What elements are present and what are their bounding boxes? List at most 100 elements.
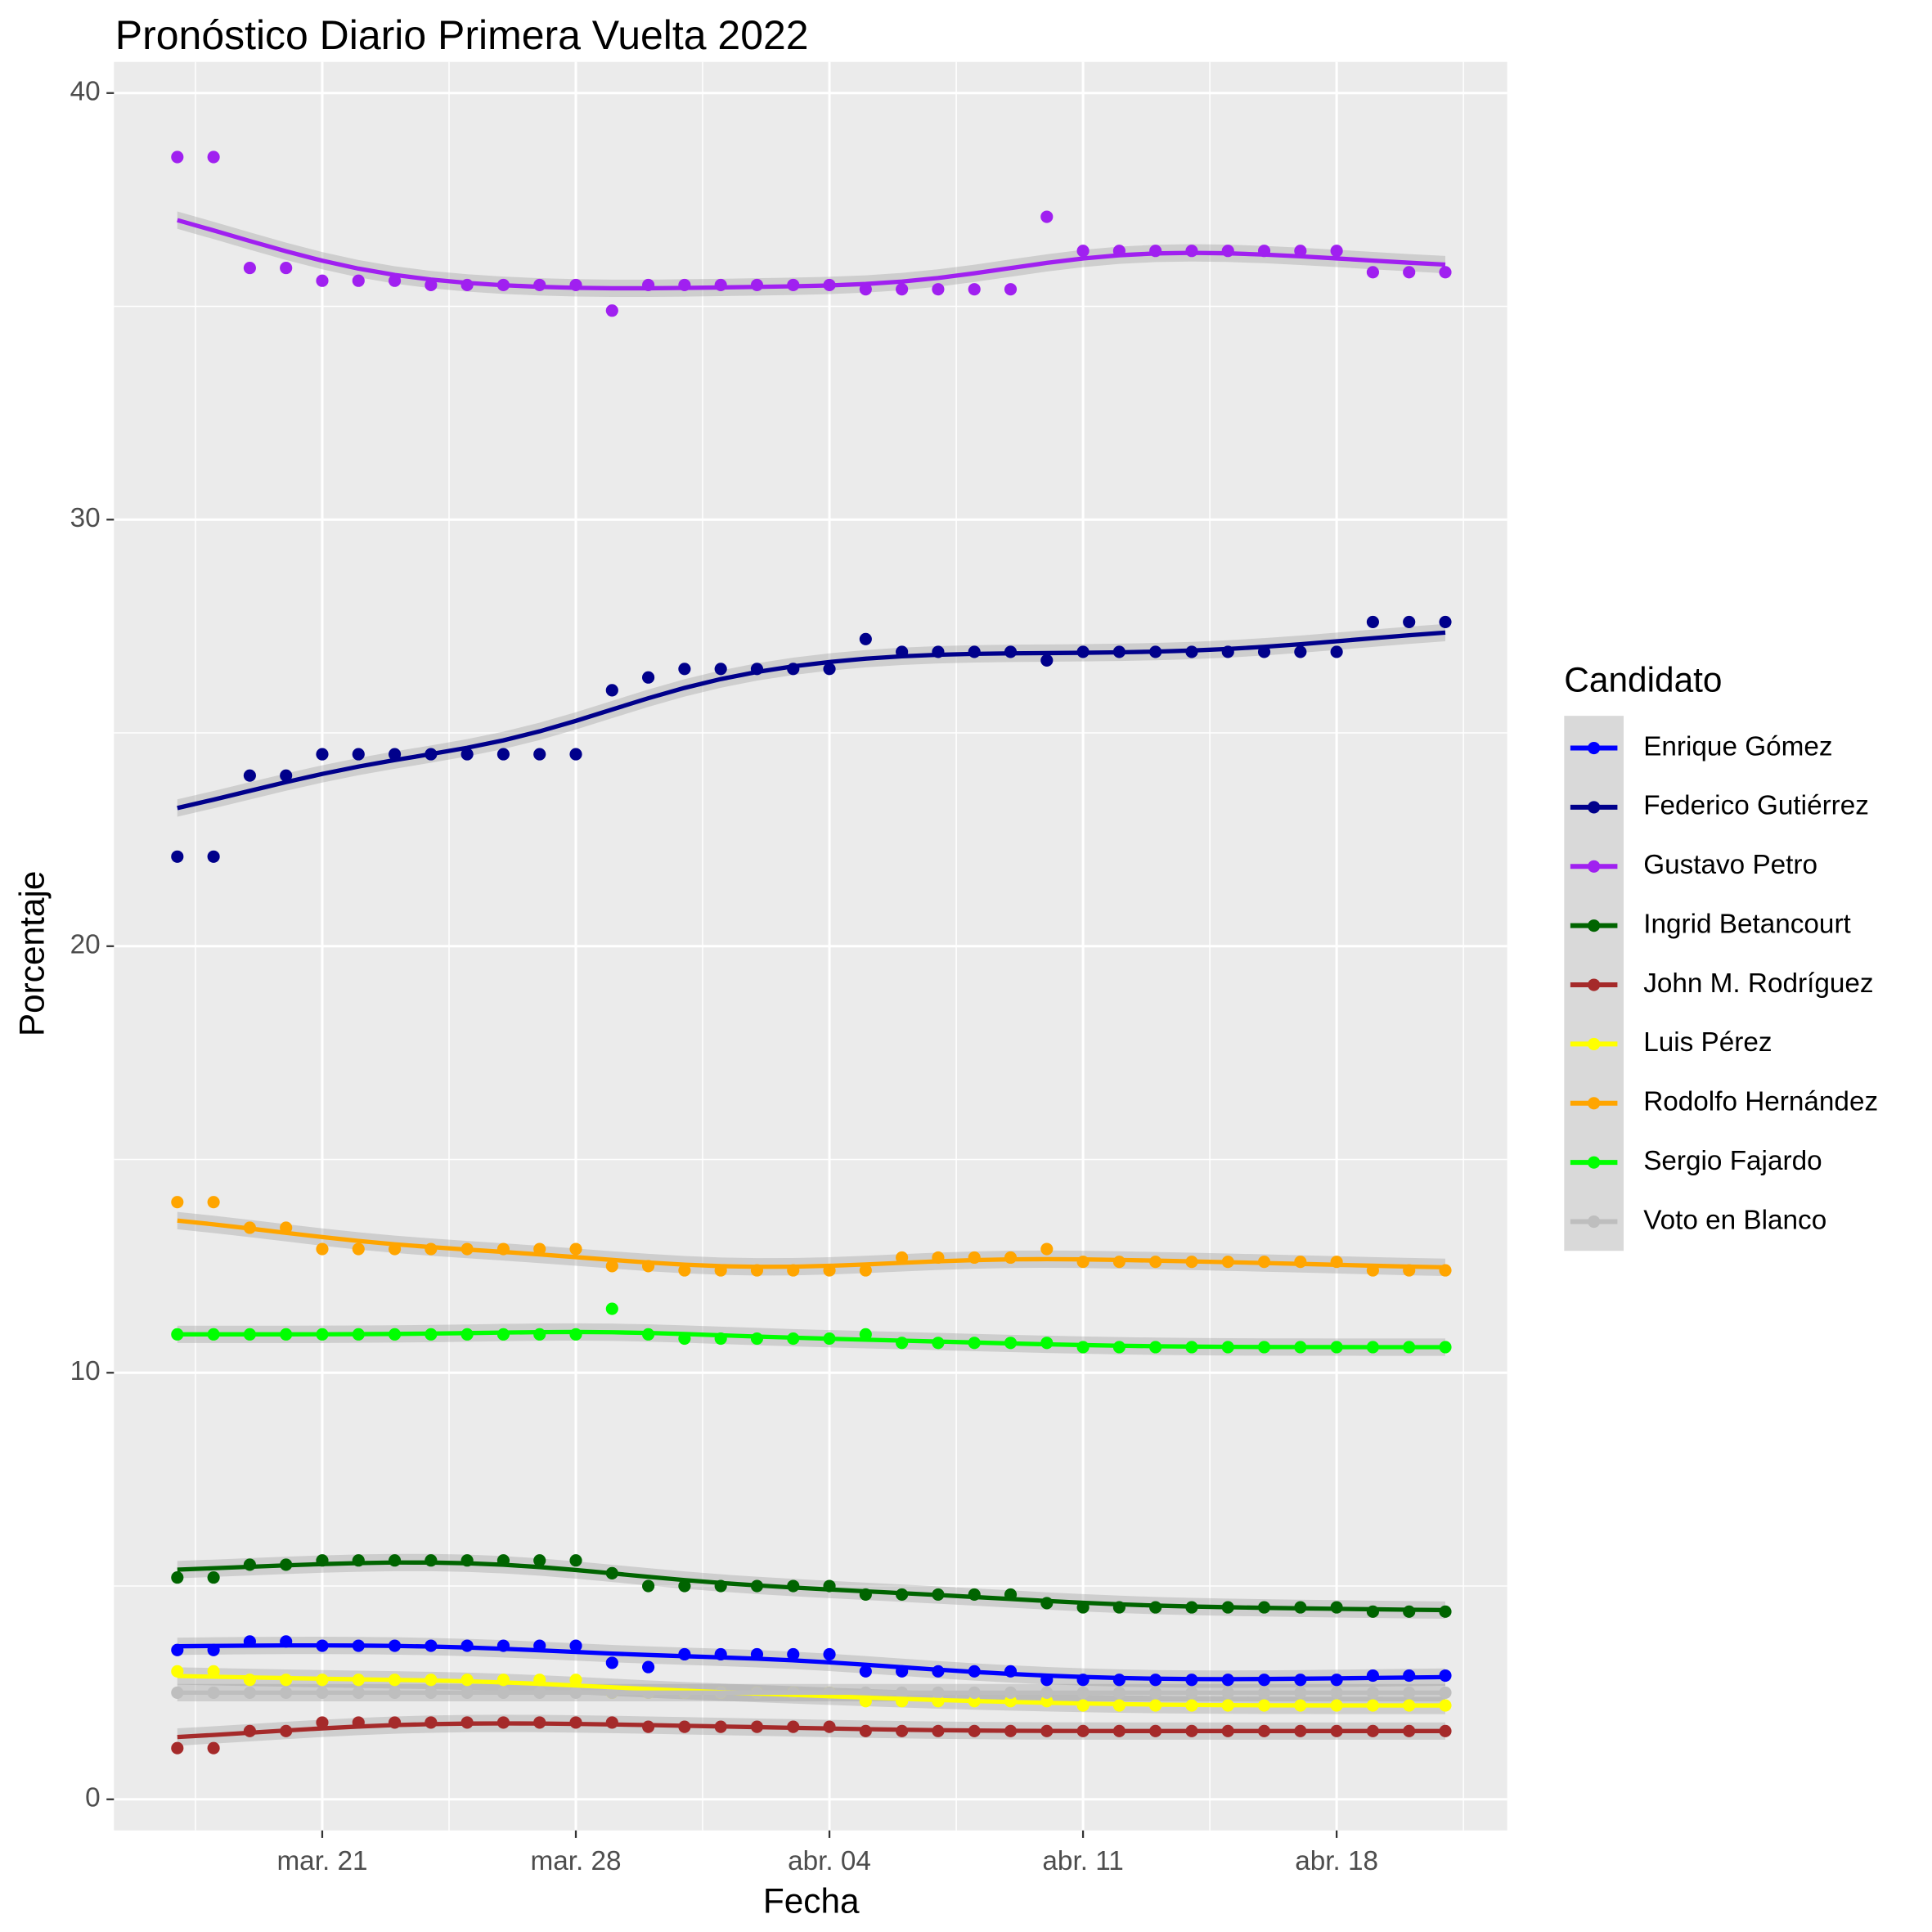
legend-label: Gustavo Petro <box>1643 850 1817 880</box>
data-point <box>605 684 618 697</box>
data-point <box>171 1741 184 1755</box>
data-point <box>1403 615 1416 629</box>
data-point <box>280 262 293 275</box>
y-axis-title: Porcentaje <box>13 871 52 1037</box>
x-tick-label: abr. 11 <box>1042 1846 1123 1876</box>
data-point <box>823 1647 836 1661</box>
data-point <box>605 1302 618 1315</box>
legend-label: Rodolfo Hernández <box>1643 1087 1878 1117</box>
marks <box>171 151 1452 1755</box>
y-tick-label: 40 <box>70 77 101 107</box>
y-tick-label: 0 <box>85 1783 101 1813</box>
legend: Enrique Gómez Federico Gutiérrez Gustavo P… <box>1564 716 1878 1251</box>
data-point <box>1366 615 1379 629</box>
data-point <box>207 1571 220 1584</box>
data-point <box>968 283 981 296</box>
data-point <box>678 1264 691 1277</box>
trend-line <box>177 1674 1446 1708</box>
data-point <box>280 769 293 782</box>
data-point <box>1040 210 1054 223</box>
legend-swatch-point <box>1588 1156 1601 1169</box>
legend-swatch-point <box>1588 1097 1601 1110</box>
data-point <box>678 663 691 676</box>
data-point <box>1330 645 1343 658</box>
data-point <box>388 748 402 761</box>
x-axis-title: Fecha <box>763 1881 860 1920</box>
trend-line <box>177 630 1446 811</box>
data-point <box>207 151 220 164</box>
trend-line <box>177 1218 1446 1270</box>
data-point <box>859 632 872 645</box>
data-point <box>496 748 510 761</box>
legend-label: Voto en Blanco <box>1643 1205 1826 1235</box>
legend-label: Ingrid Betancourt <box>1643 909 1851 939</box>
legend-swatch-point <box>1588 919 1601 932</box>
data-point <box>1439 615 1452 629</box>
legend-title: Candidato <box>1564 660 1722 699</box>
data-point <box>171 151 184 164</box>
data-point <box>1294 645 1307 658</box>
data-point <box>316 274 329 287</box>
y-tick-label: 30 <box>70 503 101 533</box>
data-point <box>932 283 945 296</box>
x-tick-label: mar. 28 <box>530 1846 621 1876</box>
legend-label: Sergio Fajardo <box>1643 1146 1822 1176</box>
legend-label: Federico Gutiérrez <box>1643 791 1869 821</box>
data-point <box>642 1660 655 1674</box>
x-tick-label: abr. 18 <box>1295 1846 1378 1876</box>
data-point <box>1439 266 1452 279</box>
data-point <box>316 1242 329 1256</box>
data-point <box>533 1554 546 1567</box>
data-point <box>352 748 365 761</box>
data-point <box>859 1665 872 1678</box>
data-point <box>605 1656 618 1669</box>
data-point <box>207 850 220 863</box>
legend-swatch-point <box>1588 741 1601 755</box>
data-point <box>787 1647 800 1661</box>
data-point <box>605 304 618 317</box>
data-point <box>1040 1242 1054 1256</box>
data-point <box>569 1554 582 1567</box>
data-point <box>1403 266 1416 279</box>
data-point <box>1294 245 1307 258</box>
legend-swatch-point <box>1588 978 1601 991</box>
x-tick-label: abr. 04 <box>788 1846 871 1876</box>
data-point <box>678 1579 691 1593</box>
data-point <box>642 1579 655 1593</box>
trend-line <box>177 218 1446 291</box>
y-tick-label: 20 <box>70 930 101 960</box>
data-point <box>207 1741 220 1755</box>
axes: 0 10 20 30 40 mar. 21 mar. 28 abr. 04 abr. 11 abr… <box>70 77 1378 1876</box>
data-point <box>243 769 256 782</box>
legend-swatch-point <box>1588 860 1601 873</box>
data-point <box>1439 1699 1452 1712</box>
legend-label: Enrique Gómez <box>1643 731 1832 762</box>
data-point <box>569 1674 582 1687</box>
data-point <box>316 1716 329 1729</box>
trend-line <box>177 1329 1446 1350</box>
data-point <box>1040 654 1054 667</box>
data-point <box>859 1264 872 1277</box>
data-point <box>171 1196 184 1209</box>
data-point <box>171 1328 184 1341</box>
y-tick-label: 10 <box>70 1356 101 1386</box>
data-point <box>171 850 184 863</box>
data-point <box>533 748 546 761</box>
data-point <box>569 1639 582 1652</box>
data-point <box>1366 266 1379 279</box>
data-point <box>1439 1341 1452 1354</box>
data-point <box>352 274 365 287</box>
data-point <box>207 1665 220 1678</box>
data-point <box>316 748 329 761</box>
legend-label: Luis Pérez <box>1643 1027 1772 1058</box>
data-point <box>642 671 655 684</box>
legend-label: John M. Rodríguez <box>1643 968 1873 999</box>
data-point <box>461 748 474 761</box>
trend-line <box>177 1642 1446 1682</box>
data-point <box>243 262 256 275</box>
data-point <box>388 274 402 287</box>
data-point <box>714 663 727 676</box>
data-point <box>569 1242 582 1256</box>
data-point <box>1004 283 1018 296</box>
